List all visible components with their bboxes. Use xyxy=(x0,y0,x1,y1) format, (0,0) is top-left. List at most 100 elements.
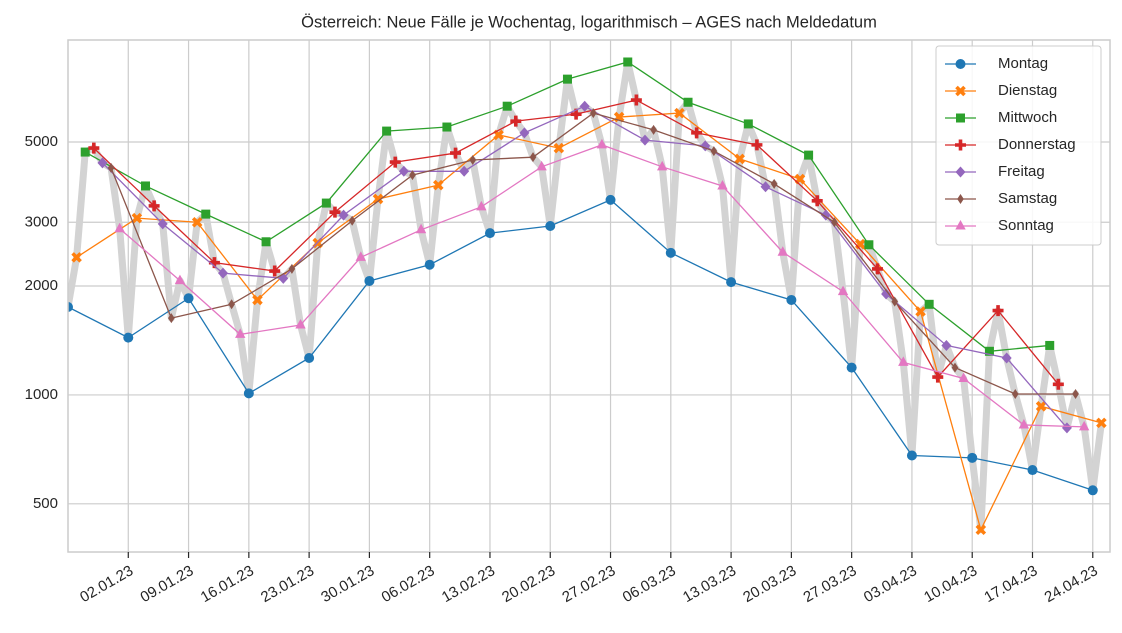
marker xyxy=(955,166,966,178)
marker xyxy=(967,452,978,463)
y-tick-label: 500 xyxy=(33,495,58,512)
marker xyxy=(295,319,306,329)
marker xyxy=(846,362,857,373)
legend-label: Sonntag xyxy=(998,217,1054,234)
marker xyxy=(1096,417,1107,429)
marker xyxy=(201,209,211,219)
marker xyxy=(891,296,899,307)
marker xyxy=(288,263,296,274)
legend-label: Freitag xyxy=(998,163,1045,180)
marker xyxy=(941,339,952,351)
marker xyxy=(1001,352,1012,364)
marker xyxy=(683,97,693,107)
marker xyxy=(630,94,642,106)
marker xyxy=(97,157,108,169)
marker xyxy=(579,100,590,112)
marker xyxy=(1072,388,1079,399)
marker xyxy=(372,193,384,205)
marker xyxy=(906,450,917,461)
marker xyxy=(502,101,512,111)
marker xyxy=(665,247,676,258)
marker xyxy=(484,228,495,239)
marker xyxy=(243,388,254,399)
marker xyxy=(409,170,416,181)
marker xyxy=(562,74,572,84)
marker xyxy=(148,200,160,212)
marker xyxy=(726,277,737,288)
marker xyxy=(141,181,151,191)
marker xyxy=(1018,418,1030,429)
marker xyxy=(510,115,522,127)
y-tick-label: 5000 xyxy=(25,133,58,150)
marker xyxy=(157,218,168,230)
marker xyxy=(252,294,263,306)
marker xyxy=(596,138,608,149)
marker xyxy=(304,352,315,363)
marker xyxy=(955,139,966,151)
marker xyxy=(691,127,703,139)
marker xyxy=(261,237,271,247)
y-tick-label: 1000 xyxy=(25,386,58,403)
legend-label: Donnerstag xyxy=(998,136,1076,153)
marker xyxy=(114,222,125,233)
marker xyxy=(389,156,401,168)
plot-frame xyxy=(67,39,1111,553)
marker xyxy=(536,160,547,171)
series-line xyxy=(68,199,1093,491)
marker xyxy=(545,220,556,231)
legend-label: Dienstag xyxy=(998,82,1057,99)
marker xyxy=(717,179,728,190)
marker xyxy=(415,223,427,234)
marker xyxy=(469,154,477,165)
marker xyxy=(519,127,530,139)
marker xyxy=(1087,485,1098,496)
marker xyxy=(1027,465,1038,476)
marker xyxy=(804,150,814,160)
marker xyxy=(674,107,685,119)
marker xyxy=(476,200,487,211)
marker xyxy=(864,240,874,250)
marker xyxy=(623,57,633,67)
marker xyxy=(183,293,194,304)
marker xyxy=(734,153,745,165)
marker xyxy=(898,356,909,366)
marker xyxy=(68,301,73,312)
marker xyxy=(424,259,435,270)
marker xyxy=(80,147,90,157)
marker xyxy=(355,251,366,261)
marker xyxy=(1045,340,1055,350)
marker xyxy=(1035,401,1047,412)
legend-label: Samstag xyxy=(998,190,1057,207)
marker xyxy=(107,162,115,173)
marker xyxy=(777,246,788,256)
marker xyxy=(956,113,965,123)
marker xyxy=(770,178,778,189)
marker xyxy=(1052,378,1064,390)
marker xyxy=(442,122,452,132)
marker xyxy=(218,267,229,279)
marker xyxy=(743,119,753,129)
marker xyxy=(1061,422,1072,434)
marker xyxy=(958,372,969,383)
marker xyxy=(871,263,883,275)
marker xyxy=(955,220,966,230)
marker xyxy=(932,371,944,383)
marker xyxy=(131,212,143,224)
marker xyxy=(881,288,892,300)
y-tick-label: 2000 xyxy=(25,277,58,294)
marker xyxy=(786,294,797,305)
marker xyxy=(450,147,462,159)
marker xyxy=(955,59,966,69)
marker xyxy=(348,215,356,226)
marker xyxy=(811,195,823,207)
plot-area xyxy=(68,57,1107,536)
marker xyxy=(975,524,987,536)
legend-box xyxy=(935,45,1102,246)
marker xyxy=(984,346,994,356)
marker xyxy=(459,165,470,177)
marker xyxy=(364,275,375,286)
y-tick-label: 3000 xyxy=(25,213,58,230)
marker xyxy=(751,139,763,151)
marker xyxy=(1078,420,1090,431)
